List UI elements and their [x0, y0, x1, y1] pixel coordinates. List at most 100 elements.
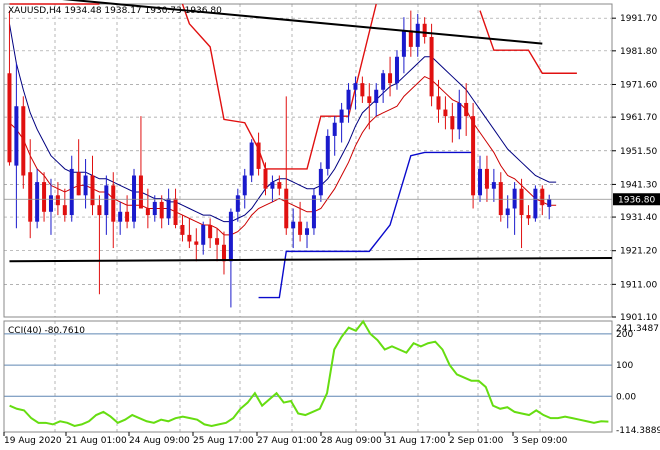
cci-line: [9, 319, 609, 427]
candle-body: [194, 241, 199, 245]
candle-body: [339, 109, 344, 123]
candle: [318, 162, 323, 202]
candle-body: [187, 234, 192, 242]
candle-body: [325, 135, 330, 169]
candle-body: [235, 195, 240, 212]
candle-body: [90, 175, 95, 206]
candle: [21, 96, 26, 189]
candle-body: [346, 89, 351, 110]
candle-body: [491, 182, 496, 189]
candle: [180, 215, 185, 242]
blue-stop-line: [258, 151, 474, 299]
candle: [194, 228, 199, 262]
candle: [491, 168, 496, 202]
candle: [360, 76, 365, 103]
time-tick-label: 19 Aug 2020: [4, 436, 62, 446]
candle: [284, 96, 289, 235]
candle: [35, 168, 40, 229]
candle: [97, 195, 102, 295]
cci-tick-label: 0.00: [616, 392, 636, 402]
candle: [484, 155, 489, 202]
candle-body: [381, 73, 386, 90]
candle: [429, 23, 434, 107]
candle: [388, 56, 393, 97]
candle: [498, 172, 503, 222]
candle-body: [484, 168, 489, 189]
candle: [263, 162, 268, 196]
current-price-box: [613, 193, 660, 206]
price-tick-label: 1971.60: [620, 80, 657, 90]
candle: [457, 89, 462, 140]
candle-body: [159, 201, 164, 219]
cci-tick-label: 200: [616, 330, 633, 340]
candle-body: [62, 205, 67, 216]
candle-body: [249, 142, 254, 176]
candle: [394, 50, 399, 90]
candle-body: [48, 195, 53, 212]
candle: [291, 208, 296, 249]
price-tick-label: 1911.00: [620, 280, 657, 290]
gridlines: [4, 4, 612, 432]
candle: [512, 182, 517, 235]
candle: [436, 79, 441, 123]
red-stop-line: [479, 10, 577, 74]
candle: [450, 102, 455, 143]
candle-body: [478, 168, 483, 196]
candle-body: [76, 172, 81, 196]
candle: [159, 195, 164, 229]
time-tick-label: 31 Aug 17:00: [385, 436, 446, 446]
candle: [332, 116, 337, 156]
candle: [76, 139, 81, 196]
candle: [42, 172, 47, 222]
price-tick-label: 1991.70: [620, 14, 657, 24]
candle-body: [125, 211, 130, 222]
candle: [138, 116, 143, 209]
candle-body: [401, 30, 406, 57]
candle: [353, 76, 358, 110]
candle-body: [118, 211, 123, 222]
cci-tick-label: 100: [616, 361, 633, 371]
candle-body: [443, 109, 448, 117]
candle: [547, 194, 552, 220]
candle: [215, 228, 220, 262]
candle-body: [104, 185, 109, 216]
candle-body: [422, 23, 427, 37]
time-axis: 19 Aug 2020 21 Aug 01:00 24 Aug 09:00 25 Au…: [3, 432, 568, 446]
candle: [381, 69, 386, 103]
candle: [48, 178, 53, 235]
candle-body: [394, 56, 399, 84]
candle-body: [353, 83, 358, 90]
candle: [90, 155, 95, 216]
candle-body: [138, 175, 143, 209]
candle: [166, 188, 171, 225]
candle-body: [263, 168, 268, 189]
candle: [208, 218, 213, 249]
candle: [298, 201, 303, 242]
candle-body: [526, 215, 531, 219]
candle-body: [311, 195, 316, 229]
trendlines: [4, 0, 613, 263]
candle-body: [201, 224, 206, 245]
candle-body: [69, 168, 74, 216]
candle-body: [7, 73, 12, 163]
candle-body: [464, 102, 469, 117]
candle: [519, 178, 524, 249]
candle-body: [429, 36, 434, 97]
candle: [249, 139, 254, 183]
candle: [256, 132, 261, 176]
candle-body: [228, 211, 233, 262]
trendline: [62, 0, 543, 45]
candle-body: [374, 89, 379, 103]
candle-body: [498, 182, 503, 216]
candle-body: [367, 96, 372, 103]
candle-body: [408, 30, 413, 47]
candle: [69, 155, 74, 222]
candle: [415, 13, 420, 57]
candle: [132, 168, 137, 229]
candle-body: [332, 122, 337, 136]
candle: [374, 83, 379, 117]
candle-body: [540, 188, 545, 206]
candle-body: [318, 168, 323, 196]
